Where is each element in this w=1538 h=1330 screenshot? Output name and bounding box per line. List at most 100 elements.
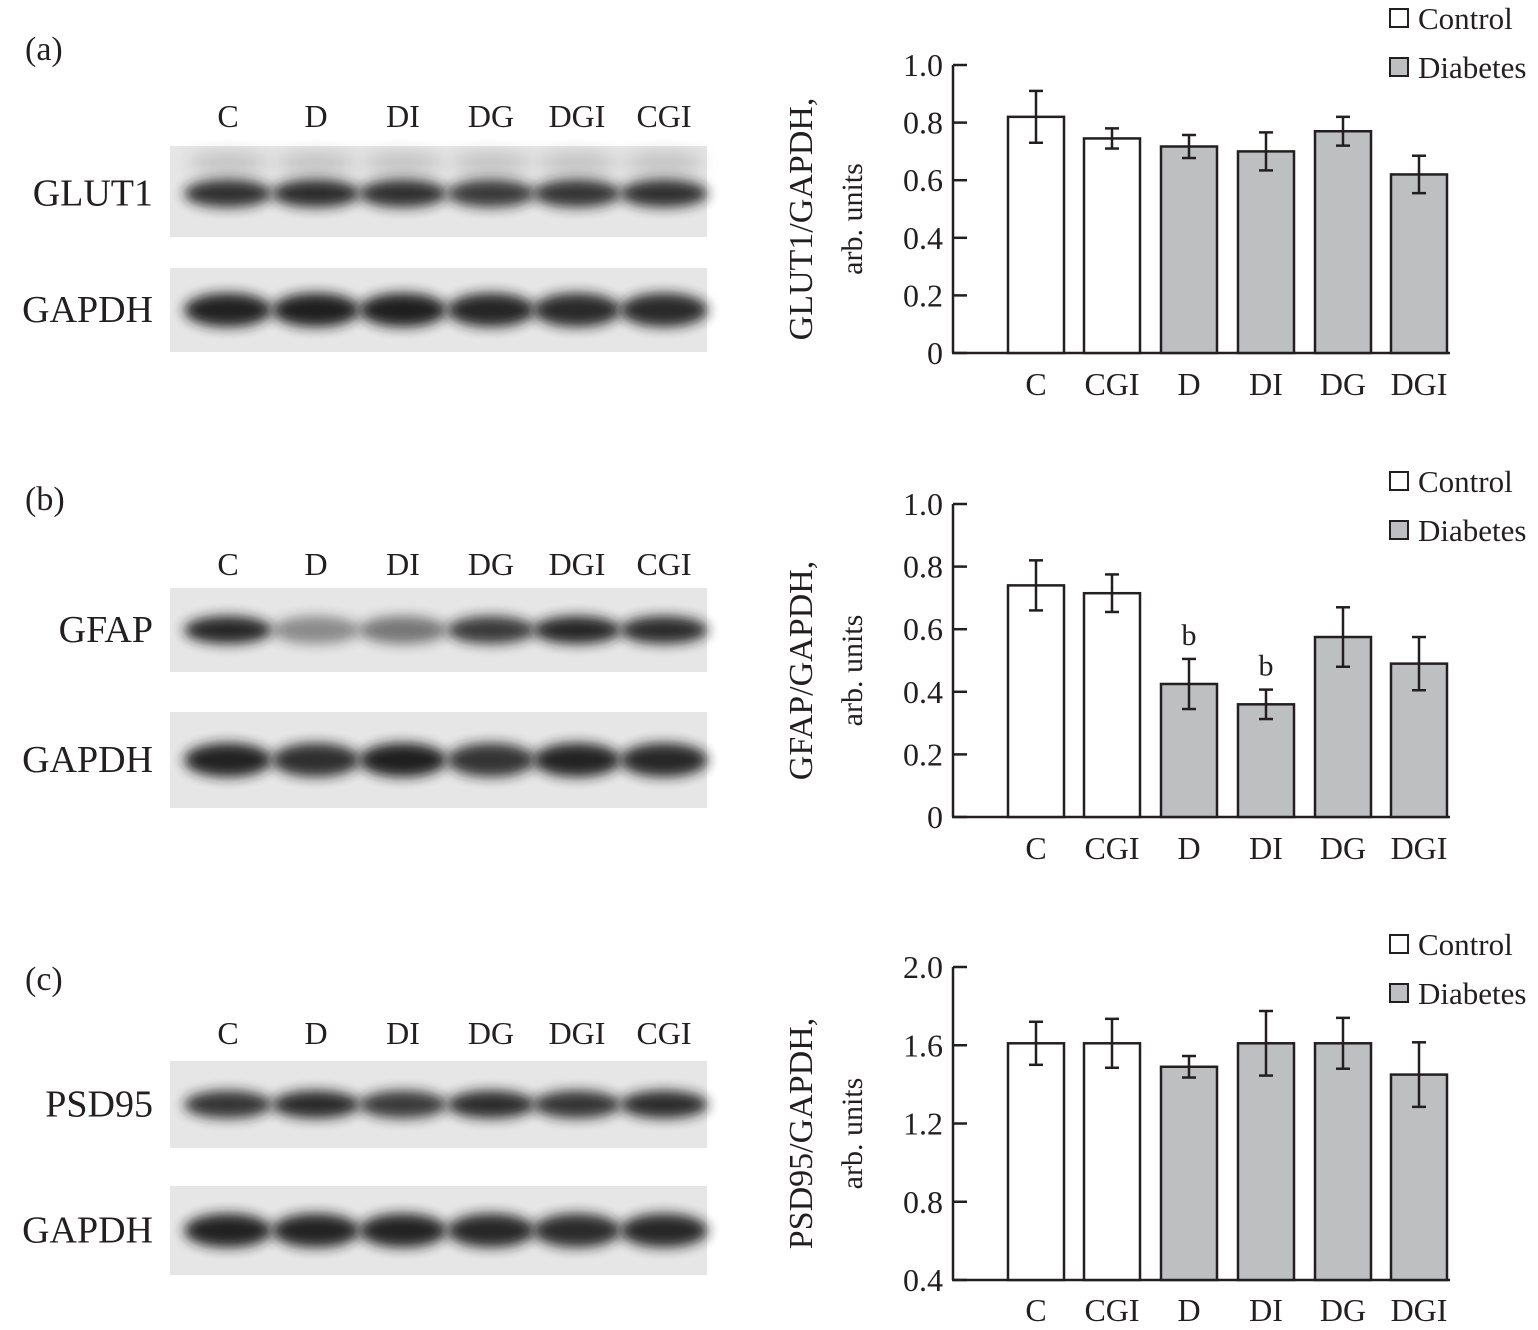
bar-di [1236, 1042, 1296, 1282]
band [359, 1213, 447, 1248]
y-tick-label: 1.6 [903, 1027, 943, 1063]
band-smear [276, 154, 356, 172]
band [447, 179, 535, 208]
lane-label: DGI [549, 98, 606, 134]
lane-label: C [217, 98, 238, 134]
lane-label: DGI [549, 546, 606, 582]
bar-d [1159, 145, 1219, 355]
blot-gfap [170, 588, 708, 672]
loading-control-label: GAPDH [22, 289, 153, 331]
lane-label: C [217, 1015, 238, 1051]
band [272, 1213, 360, 1248]
error-bar [1259, 1009, 1273, 1077]
band-smear [363, 154, 443, 172]
band [620, 293, 708, 327]
y-axis-label-line2: arb. units [836, 1078, 869, 1190]
legend: Control Diabetes [1389, 464, 1526, 548]
band [359, 1090, 447, 1119]
band-smear [451, 154, 531, 172]
band-smear [624, 154, 704, 172]
lane-label: CGI [636, 1015, 691, 1051]
band [272, 743, 360, 777]
error-bar [1182, 133, 1196, 160]
lane-label: D [304, 546, 327, 582]
y-tick-label: 0.6 [903, 162, 943, 198]
y-axis-label-line1: GLUT1/GAPDH, [783, 98, 820, 341]
y-tick-label: 0.8 [903, 105, 943, 141]
error-bar [1105, 1017, 1119, 1069]
x-tick-label: DG [1320, 830, 1366, 866]
error-bar [1029, 89, 1043, 145]
legend: Control Diabetes [1389, 1, 1526, 85]
panel-label: (c) [25, 961, 63, 998]
protein-label: GLUT1 [33, 173, 153, 215]
lane-label: CGI [636, 546, 691, 582]
band [533, 1090, 621, 1119]
band [533, 1213, 621, 1248]
band [447, 1090, 535, 1119]
significance-mark: b [1259, 650, 1274, 683]
y-tick-label: 0.8 [903, 1184, 943, 1220]
panel-label: (b) [25, 481, 65, 518]
legend-swatch-diabetes [1389, 983, 1409, 1003]
protein-label: GFAP [59, 609, 153, 651]
legend-label-control: Control [1418, 1, 1513, 36]
error-bar [1182, 657, 1196, 711]
band [272, 1090, 360, 1119]
y-axis-label-line1: PSD95/GAPDH, [783, 1018, 820, 1249]
bar-c [1006, 584, 1066, 819]
error-bar [1412, 635, 1426, 692]
legend-label-control: Control [1418, 464, 1513, 499]
x-tick-label: DGI [1391, 366, 1448, 402]
chart-b: 0 0.2 0.4 0.6 0.8 1.0 GFAP/GAPDH, arb. units C CG… [783, 464, 1526, 866]
x-tick-label: DGI [1391, 830, 1448, 866]
bar-dg [1313, 1042, 1373, 1282]
x-tick-label: CGI [1084, 830, 1139, 866]
legend: Control Diabetes [1389, 927, 1526, 1011]
band [272, 179, 360, 208]
error-bar [1259, 688, 1273, 721]
lane-label: DG [468, 98, 514, 134]
x-tick-label: D [1177, 366, 1200, 402]
lane-label: D [304, 98, 327, 134]
bar-c [1006, 115, 1066, 355]
y-tick-label: 0.8 [903, 549, 943, 585]
band [447, 616, 535, 644]
band [184, 1213, 272, 1248]
bar-c [1006, 1042, 1066, 1282]
bar-d [1159, 1065, 1219, 1282]
x-tick-label: D [1177, 1292, 1200, 1328]
legend-label-diabetes: Diabetes [1418, 513, 1526, 548]
x-tick-label: DG [1320, 366, 1366, 402]
band [359, 616, 447, 644]
y-tick-label: 0.2 [903, 736, 943, 772]
y-axis-label-line2: arb. units [836, 615, 869, 727]
error-bar [1029, 559, 1043, 612]
y-tick-label: 0 [927, 335, 943, 371]
lane-label: D [304, 1015, 327, 1051]
band [447, 743, 535, 777]
x-tick-label: DGI [1391, 1292, 1448, 1328]
error-bar [1412, 154, 1426, 195]
blot-gapdh [170, 1186, 708, 1275]
blot-gapdh [170, 268, 708, 352]
lane-label: DGI [549, 1015, 606, 1051]
y-axis-label: GLUT1/GAPDH, arb. units [783, 98, 869, 341]
bar-cgi [1082, 591, 1142, 819]
band [533, 743, 621, 777]
x-tick-label: DI [1249, 366, 1283, 402]
lane-label: C [217, 546, 238, 582]
lane-label: CGI [636, 98, 691, 134]
band [359, 293, 447, 327]
panel-label: (a) [25, 31, 63, 68]
band [359, 743, 447, 777]
band [184, 743, 272, 777]
bar-di [1236, 150, 1296, 355]
y-tick-label: 1.0 [903, 486, 943, 522]
error-bar [1336, 1016, 1350, 1070]
y-tick-label: 2.0 [903, 949, 943, 985]
y-tick-label: 1.2 [903, 1106, 943, 1142]
legend-label-control: Control [1418, 927, 1513, 962]
band [272, 616, 360, 644]
